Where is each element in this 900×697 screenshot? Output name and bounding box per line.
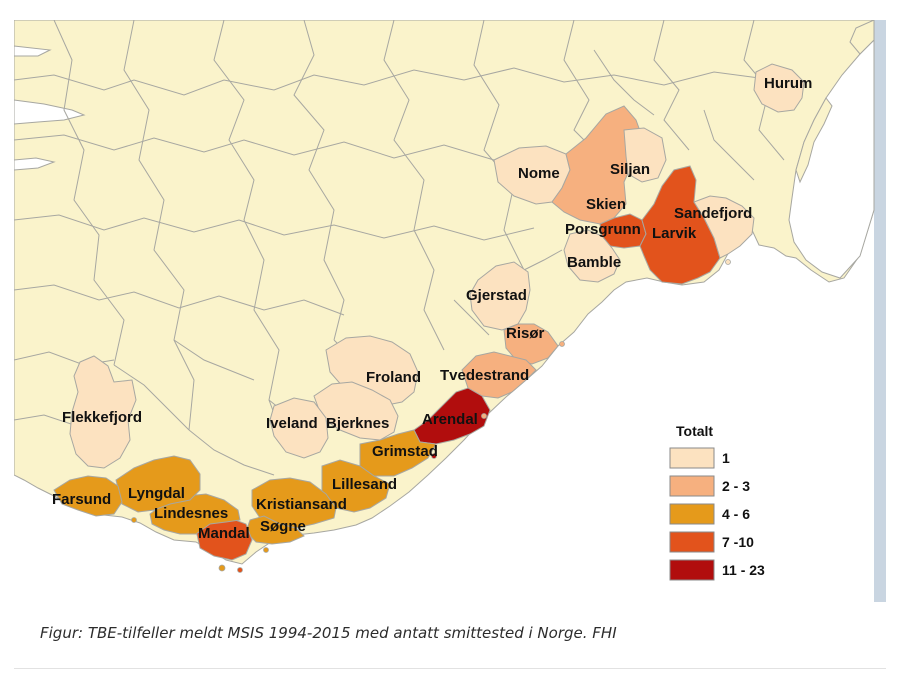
legend-swatch-2 xyxy=(669,475,715,497)
label-grimstad: Grimstad xyxy=(372,443,438,460)
label-kristiansand: Kristiansand xyxy=(256,496,347,513)
label-risor: Risør xyxy=(506,325,545,342)
municipality-siljan xyxy=(623,127,667,183)
label-larvik: Larvik xyxy=(652,225,697,242)
label-iveland: Iveland xyxy=(266,415,318,432)
legend-label-1: 1 xyxy=(722,450,730,466)
map-right-edge xyxy=(874,20,886,602)
label-farsund: Farsund xyxy=(52,491,111,508)
legend-label-5: 11 - 23 xyxy=(722,562,765,578)
fjord-inlet xyxy=(14,45,52,57)
label-porsgrunn: Porsgrunn xyxy=(565,221,641,238)
label-gjerstad: Gjerstad xyxy=(466,287,527,304)
choropleth-map: Hurum Nome Siljan Skien Porsgrunn Larvik… xyxy=(14,20,886,602)
municipality-bamble xyxy=(563,229,621,283)
label-tvedestrand: Tvedestrand xyxy=(440,367,529,384)
label-bamble: Bamble xyxy=(567,254,621,271)
legend-swatch-3 xyxy=(669,503,715,525)
legend-swatch-1 xyxy=(669,447,715,469)
municipality-iveland xyxy=(269,397,329,459)
municipality-labels: Hurum Nome Siljan Skien Porsgrunn Larvik… xyxy=(52,75,812,542)
legend-label-4: 7 -10 xyxy=(722,534,754,550)
land-east xyxy=(849,20,875,55)
figure-caption: Figur: TBE-tilfeller meldt MSIS 1994-201… xyxy=(40,624,617,642)
municipality-flekkefjord xyxy=(69,355,137,469)
coastal-islands xyxy=(131,259,731,573)
fjord-inlet xyxy=(14,99,86,125)
label-lindesnes: Lindesnes xyxy=(154,505,228,522)
municipality-borders xyxy=(14,20,785,476)
legend-label-2: 2 - 3 xyxy=(722,478,750,494)
label-lyngdal: Lyngdal xyxy=(128,485,185,502)
hurum-peninsula xyxy=(795,97,833,184)
label-hurum: Hurum xyxy=(764,75,812,92)
municipality-gjerstad xyxy=(469,261,531,331)
legend-swatch-4 xyxy=(669,531,715,553)
municipality-fills xyxy=(53,63,805,561)
label-siljan: Siljan xyxy=(610,161,650,178)
legend-title: Totalt xyxy=(676,423,713,439)
municipality-lyngdal xyxy=(115,455,201,513)
legend-swatch-5 xyxy=(669,559,715,581)
fjord-inlet xyxy=(14,157,56,171)
label-lillesand: Lillesand xyxy=(332,476,397,493)
legend-label-3: 4 - 6 xyxy=(722,506,750,522)
oslofjord-water xyxy=(788,38,875,279)
municipality-farsund xyxy=(53,475,123,517)
label-nome: Nome xyxy=(518,165,560,182)
label-bjerknes: Bjerknes xyxy=(326,415,389,432)
divider xyxy=(14,668,886,669)
map-panel: Hurum Nome Siljan Skien Porsgrunn Larvik… xyxy=(14,20,886,602)
label-arendal: Arendal xyxy=(422,411,478,428)
label-flekkefjord: Flekkefjord xyxy=(62,409,142,426)
label-sandefjord: Sandefjord xyxy=(674,205,752,222)
municipality-sandefjord xyxy=(693,195,755,259)
label-mandal: Mandal xyxy=(198,525,250,542)
label-froland: Froland xyxy=(366,369,421,386)
label-skien: Skien xyxy=(586,196,626,213)
label-sogne: Søgne xyxy=(260,518,306,535)
municipality-hurum xyxy=(753,63,805,113)
legend: Totalt 1 2 - 3 4 - 6 7 -10 11 - 23 xyxy=(669,423,765,581)
municipality-bjerknes xyxy=(313,381,399,441)
municipality-skien xyxy=(551,105,645,225)
municipality-risor xyxy=(503,323,559,365)
